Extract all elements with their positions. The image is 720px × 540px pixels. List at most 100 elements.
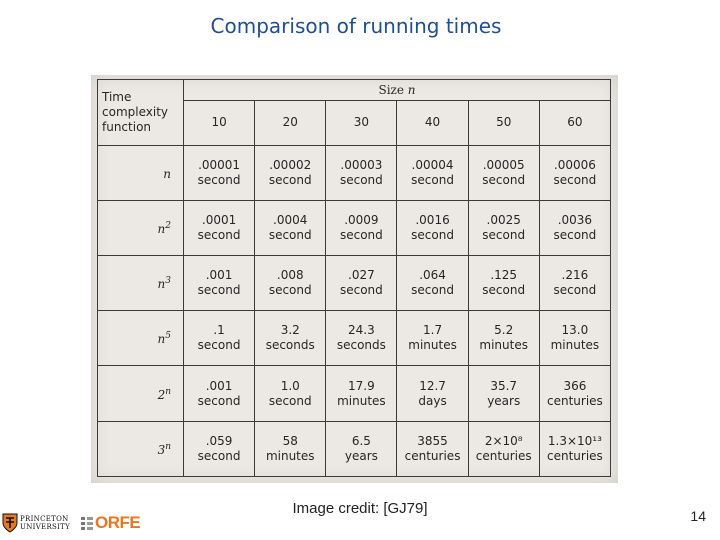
time-unit: minutes: [408, 338, 457, 353]
running-time-cell: 1.0 second: [254, 365, 327, 422]
orfe-logo: ORFE: [80, 512, 141, 534]
running-time-cell: 35.7 years: [467, 365, 540, 422]
size-header: Size n: [183, 79, 611, 101]
time-value: 1.3×10¹³: [547, 433, 602, 448]
princeton-shield-icon: [2, 513, 18, 533]
running-time-cell: .059 second: [182, 420, 256, 478]
orfe-mark-icon: [81, 517, 93, 530]
time-unit: second: [197, 393, 241, 408]
running-time-cell: .064 second: [396, 255, 469, 312]
size-value: 20: [254, 100, 327, 146]
running-time-cell: .00001 second: [182, 144, 256, 201]
time-value: .0009: [344, 212, 379, 227]
complexity-function: n2: [97, 199, 184, 257]
time-value: .00006: [553, 157, 596, 172]
running-time-cell: .0025 second: [467, 199, 540, 257]
size-value: 40: [396, 100, 469, 146]
table-row: n .00001 second .00002 second .00003 second .00…: [97, 144, 612, 201]
table-row: n2.0001 second .0004 second .0009 second .0016…: [97, 199, 612, 257]
running-time-cell: .0036 second: [538, 199, 612, 257]
size-value: 30: [325, 100, 398, 146]
time-value: 3.2: [280, 323, 300, 338]
time-value: .00004: [411, 157, 454, 172]
time-unit: days: [418, 393, 447, 408]
running-time-cell: .00003 second: [325, 144, 398, 201]
time-unit: second: [197, 283, 241, 298]
time-value: .001: [205, 268, 233, 283]
table-row: n5.1 second 3.2 seconds 24.3 seconds 1.7 minute…: [97, 310, 612, 367]
table-row: n3.001 second .008 second .027 second .064 seco…: [97, 255, 612, 312]
running-time-cell: 3855 centuries: [396, 420, 469, 478]
running-time-cell: 13.0 minutes: [538, 310, 612, 367]
running-time-cell: 366 centuries: [538, 365, 612, 422]
time-value: 1.0: [280, 378, 300, 393]
princeton-logo: PRINCETON UNIVERSITY: [2, 512, 70, 534]
running-time-cell: .00006 second: [538, 144, 612, 201]
running-time-cell: .001 second: [182, 365, 256, 422]
slide-title: Comparison of running times: [210, 14, 502, 38]
running-time-cell: 58 minutes: [254, 420, 327, 478]
time-value: .0001: [201, 212, 237, 227]
running-time-cell: 24.3 seconds: [325, 310, 398, 367]
running-time-cell: 1.7 minutes: [396, 310, 469, 367]
time-unit: second: [339, 227, 383, 242]
running-time-cell: .00002 second: [254, 144, 327, 201]
running-time-table: Time complexity function Size n 10 20 30 40…: [97, 79, 612, 478]
time-value: 13.0: [561, 323, 589, 338]
time-value: .216: [561, 268, 589, 283]
time-unit: centuries: [475, 448, 532, 463]
page-number: 14: [690, 508, 706, 524]
size-value: 60: [538, 100, 612, 146]
time-unit: second: [482, 283, 526, 298]
running-time-cell: .1 second: [182, 310, 256, 367]
time-value: 24.3: [348, 323, 375, 338]
table-row: 3n .059 second 58 minutes 6.5 years 3855 centuri…: [97, 420, 612, 478]
running-time-cell: .00005 second: [467, 144, 540, 201]
time-unit: years: [344, 448, 378, 463]
time-value: .008: [276, 268, 304, 283]
time-unit: second: [482, 227, 526, 242]
time-value: 6.5: [351, 433, 371, 448]
time-unit: minutes: [479, 338, 528, 353]
time-value: .027: [348, 268, 375, 283]
function-column-header: Time complexity function: [97, 79, 184, 146]
time-unit: years: [487, 393, 521, 408]
running-time-cell: 3.2 seconds: [254, 310, 327, 367]
running-time-cell: 5.2 minutes: [467, 310, 540, 367]
time-unit: second: [411, 172, 454, 187]
time-value: 12.7: [419, 378, 446, 393]
orfe-wordmark: ORFE: [95, 513, 141, 532]
time-unit: second: [197, 448, 241, 463]
time-value: .00003: [340, 157, 383, 172]
running-time-cell: .0004 second: [254, 199, 327, 257]
time-value: .0025: [486, 212, 521, 227]
time-unit: second: [197, 172, 241, 187]
running-time-cell: .0016 second: [396, 199, 469, 257]
running-time-cell: .216 second: [538, 255, 612, 312]
time-value: 35.7: [490, 378, 518, 393]
complexity-function: 2n: [97, 365, 184, 422]
time-unit: seconds: [336, 338, 386, 353]
time-unit: second: [339, 172, 383, 187]
running-time-cell: 6.5 years: [325, 420, 398, 478]
time-value: 17.9: [348, 378, 375, 393]
running-time-cell: .001 second: [182, 255, 256, 312]
running-time-cell: 2×10⁸ centuries: [467, 420, 540, 478]
time-unit: second: [411, 283, 454, 298]
running-time-cell: 1.3×10¹³ centuries: [538, 420, 612, 478]
running-time-cell: .008 second: [254, 255, 327, 312]
complexity-function: n3: [97, 255, 184, 312]
complexity-function: 3n: [97, 420, 184, 478]
time-unit: centuries: [546, 393, 603, 408]
time-unit: second: [482, 172, 526, 187]
time-value: .00001: [198, 157, 241, 172]
table-image: Time complexity function Size n 10 20 30 40…: [91, 75, 618, 483]
time-value: 1.7: [423, 323, 443, 338]
time-value: 5.2: [494, 323, 514, 338]
running-time-cell: 12.7 days: [396, 365, 469, 422]
time-unit: second: [339, 283, 383, 298]
princeton-wordmark-line2: UNIVERSITY: [20, 523, 71, 531]
table-row: 2n .001 second 1.0 second 17.9 minutes 12.7 days…: [97, 365, 612, 422]
time-unit: second: [268, 283, 312, 298]
time-unit: minutes: [337, 393, 386, 408]
